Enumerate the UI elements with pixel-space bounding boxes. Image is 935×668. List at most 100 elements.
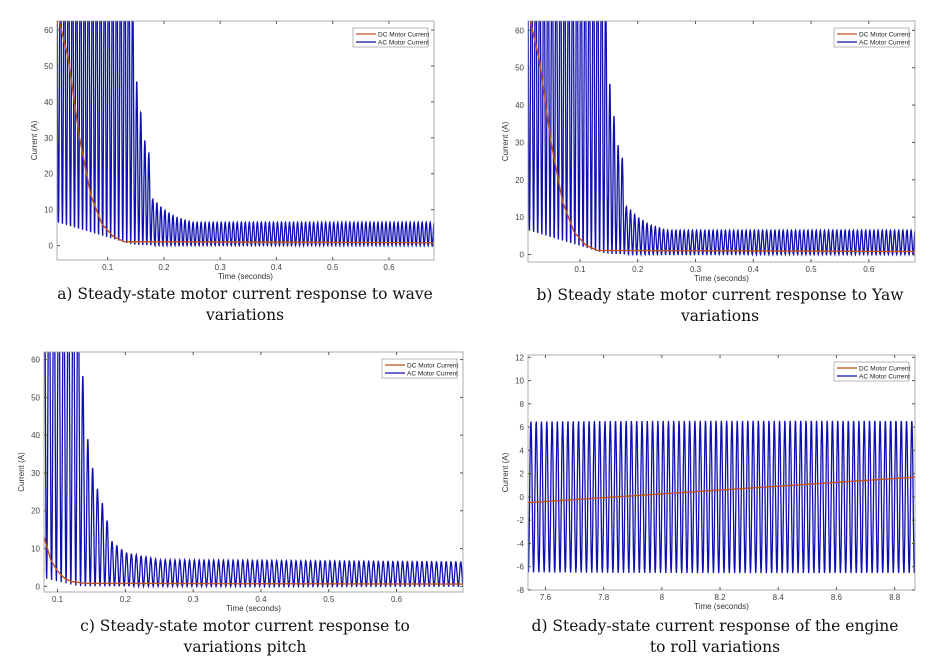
y-tick-label: 20 bbox=[31, 507, 40, 516]
x-tick-label: 8.8 bbox=[889, 593, 901, 602]
y-axis-label: Current (A) bbox=[30, 120, 39, 160]
x-tick-label: 0.3 bbox=[690, 265, 702, 274]
plot-frame bbox=[56, 20, 435, 261]
x-tick-label: 0.2 bbox=[120, 595, 132, 604]
y-tick-label: 6 bbox=[520, 423, 525, 432]
x-tick-label: 0.1 bbox=[574, 265, 586, 274]
legend-label: DC Motor Current bbox=[378, 31, 429, 38]
y-tick-label: 0 bbox=[520, 251, 525, 260]
y-tick-label: 12 bbox=[515, 353, 524, 362]
y-tick-label: -2 bbox=[517, 516, 525, 525]
y-tick-label: 60 bbox=[31, 356, 40, 365]
legend-label: AC Motor Current bbox=[859, 39, 910, 46]
caption-d: d) Steady-state current response of the … bbox=[500, 616, 930, 658]
y-tick-label: 40 bbox=[31, 431, 40, 440]
caption-c: c) Steady-state motor current response t… bbox=[40, 616, 450, 658]
plot-frame bbox=[527, 20, 916, 263]
y-axis-label: Current (A) bbox=[501, 121, 510, 161]
x-tick-label: 7.8 bbox=[598, 593, 610, 602]
x-tick-label: 0.2 bbox=[632, 265, 644, 274]
caption-d-line1: d) Steady-state current response of the … bbox=[531, 617, 899, 635]
caption-c-line1: c) Steady-state motor current response t… bbox=[80, 617, 410, 635]
caption-d-line2: to roll variations bbox=[649, 638, 781, 656]
plot-frame bbox=[527, 354, 916, 591]
x-tick-label: 8.2 bbox=[714, 593, 726, 602]
y-tick-label: -8 bbox=[517, 586, 525, 595]
legend-label: AC Motor Current bbox=[407, 370, 458, 377]
x-tick-label: 0.4 bbox=[255, 595, 267, 604]
caption-a-line1: a) Steady-state motor current response t… bbox=[57, 285, 433, 303]
x-axis-label: Time (seconds) bbox=[226, 604, 281, 613]
x-tick-label: 0.5 bbox=[805, 265, 817, 274]
y-tick-label: 50 bbox=[31, 393, 40, 402]
y-tick-label: 4 bbox=[520, 446, 525, 455]
series-ac-motor-current bbox=[44, 352, 463, 589]
x-tick-label: 8.6 bbox=[831, 593, 843, 602]
x-tick-label: 0.1 bbox=[52, 595, 64, 604]
legend-label: AC Motor Current bbox=[378, 39, 429, 46]
y-tick-label: 8 bbox=[520, 400, 525, 409]
caption-c-line2: variations pitch bbox=[183, 638, 307, 656]
y-tick-label: 50 bbox=[44, 62, 53, 71]
y-tick-label: 40 bbox=[44, 98, 53, 107]
chart-b: 0.1 0.2 0.3 0.4 0.5 0.6 0 10 20 30 40 50 60 Time (sec… bbox=[501, 20, 916, 283]
x-tick-label: 8.4 bbox=[773, 593, 785, 602]
x-tick-label: 0.6 bbox=[863, 265, 875, 274]
series-dc-motor-current bbox=[44, 536, 463, 585]
y-tick-label: 10 bbox=[31, 545, 40, 554]
series-ac-motor-current bbox=[57, 21, 434, 248]
x-tick-label: 0.5 bbox=[327, 263, 339, 272]
y-tick-label: 30 bbox=[515, 138, 524, 147]
y-tick-label: 30 bbox=[31, 469, 40, 478]
caption-a: a) Steady-state motor current response t… bbox=[40, 284, 450, 326]
chart-a: 0.1 0.2 0.3 0.4 0.5 0.6 0 10 20 30 40 50 60 Time (sec… bbox=[30, 20, 435, 281]
y-tick-label: 30 bbox=[44, 134, 53, 143]
x-axis-label: Time (seconds) bbox=[218, 272, 273, 281]
caption-a-line2: variations bbox=[205, 306, 285, 324]
y-tick-label: 10 bbox=[515, 377, 524, 386]
x-tick-label: 0.6 bbox=[391, 595, 403, 604]
x-tick-label: 0.1 bbox=[102, 263, 114, 272]
legend-label: AC Motor Current bbox=[859, 373, 910, 380]
plot-frame bbox=[43, 351, 464, 593]
caption-b-line2: variations bbox=[680, 307, 760, 325]
x-tick-label: 0.6 bbox=[383, 263, 395, 272]
x-axis-label: Time (seconds) bbox=[694, 602, 749, 611]
x-tick-label: 7.6 bbox=[540, 593, 552, 602]
series-ac-motor-current bbox=[528, 21, 915, 257]
y-tick-label: 0 bbox=[36, 582, 41, 591]
y-tick-label: 0 bbox=[49, 242, 54, 251]
series-dc-motor-current bbox=[58, 21, 434, 244]
y-tick-label: 20 bbox=[44, 170, 53, 179]
chart-d: 7.6 7.8 8 8.2 8.4 8.6 8.8 -8 -6 -4 -2 0 2 4 6 8 10 12 Time… bbox=[501, 353, 916, 611]
y-tick-label: -6 bbox=[517, 563, 525, 572]
series-ac-motor-current bbox=[528, 420, 915, 574]
y-tick-label: 20 bbox=[515, 176, 524, 185]
x-tick-label: 0.5 bbox=[323, 595, 335, 604]
x-tick-label: 0.4 bbox=[271, 263, 283, 272]
y-axis-label: Current (A) bbox=[17, 452, 26, 492]
caption-b-line1: b) Steady state motor current response t… bbox=[536, 286, 904, 304]
y-tick-label: 10 bbox=[515, 213, 524, 222]
chart-c: 0.1 0.2 0.3 0.4 0.5 0.6 0 10 20 30 40 50 60 Time (sec… bbox=[17, 351, 464, 613]
x-tick-label: 8 bbox=[660, 593, 665, 602]
y-axis-label: Current (A) bbox=[501, 452, 510, 492]
legend-label: DC Motor Current bbox=[859, 365, 910, 372]
legend-label: DC Motor Current bbox=[859, 31, 910, 38]
y-tick-label: 0 bbox=[520, 493, 525, 502]
y-tick-label: 50 bbox=[515, 64, 524, 73]
series-dc-motor-current bbox=[528, 476, 915, 504]
x-axis-label: Time (seconds) bbox=[694, 274, 749, 283]
y-tick-label: -4 bbox=[517, 539, 525, 548]
x-tick-label: 0.2 bbox=[158, 263, 170, 272]
series-dc-motor-current bbox=[529, 21, 915, 253]
x-tick-label: 0.3 bbox=[188, 595, 200, 604]
y-tick-label: 60 bbox=[44, 26, 53, 35]
x-tick-label: 0.4 bbox=[748, 265, 760, 274]
y-tick-label: 10 bbox=[44, 206, 53, 215]
caption-b: b) Steady state motor current response t… bbox=[510, 285, 930, 327]
y-tick-label: 2 bbox=[520, 470, 525, 479]
legend-label: DC Motor Current bbox=[407, 362, 458, 369]
y-tick-label: 60 bbox=[515, 26, 524, 35]
